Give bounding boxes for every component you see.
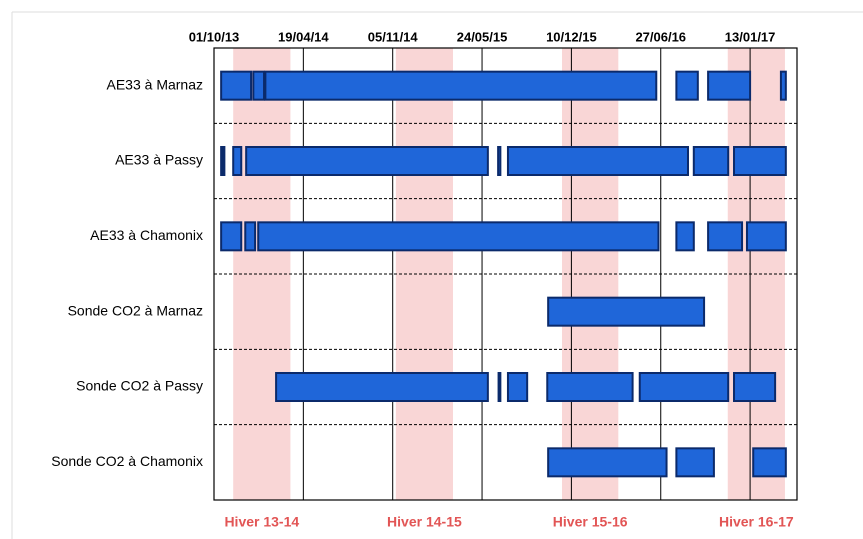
- bar-segment: [275, 372, 489, 402]
- x-tick-label: 13/01/17: [725, 29, 776, 44]
- bar-segment: [506, 372, 529, 402]
- x-tick-label: 10/12/15: [546, 29, 597, 44]
- row-label: Sonde CO2 à Chamonix: [51, 453, 203, 469]
- bar-segment: [497, 146, 502, 176]
- band-label: Hiver 13-14: [224, 514, 299, 530]
- bar-segment: [546, 372, 634, 402]
- bar-segment: [733, 146, 787, 176]
- bar-segment: [752, 447, 787, 478]
- bar-segment: [547, 447, 668, 478]
- row-label: AE33 à Marnaz: [107, 76, 204, 92]
- row-label: AE33 à Passy: [115, 152, 203, 168]
- bar-segment: [220, 221, 243, 252]
- row-label: Sonde CO2 à Marnaz: [68, 302, 203, 318]
- bar-segment: [220, 146, 224, 176]
- bar-segment: [638, 372, 730, 402]
- x-tick-label: 27/06/16: [635, 29, 686, 44]
- band-label: Hiver 16-17: [719, 514, 794, 530]
- x-tick-label: 01/10/13: [189, 29, 240, 44]
- x-tick-label: 24/05/15: [457, 29, 508, 44]
- plot-frame: [213, 47, 798, 501]
- bar-segment: [547, 296, 706, 327]
- bar-segment: [244, 221, 257, 252]
- bar-segment: [745, 221, 787, 252]
- bar-segment: [779, 70, 787, 101]
- bar-segment: [506, 146, 689, 176]
- bar-segment: [264, 70, 658, 101]
- bar-segment: [675, 447, 715, 478]
- bar-segment: [675, 70, 699, 101]
- bar-segment: [222, 146, 226, 176]
- row-label: Sonde CO2 à Passy: [76, 378, 203, 394]
- bar-segment: [692, 146, 730, 176]
- bar-segment: [220, 70, 253, 101]
- bar-segment: [733, 372, 777, 402]
- bar-segment: [497, 372, 502, 402]
- bar-segment: [707, 221, 744, 252]
- bar-segment: [252, 70, 266, 101]
- bar-segment: [232, 146, 243, 176]
- bar-segment: [707, 70, 752, 101]
- x-tick-label: 19/04/14: [278, 29, 329, 44]
- bar-segment: [675, 221, 695, 252]
- row-label: AE33 à Chamonix: [90, 227, 203, 243]
- band-label: Hiver 14-15: [387, 514, 462, 530]
- band-label: Hiver 15-16: [553, 514, 628, 530]
- bar-segment: [257, 221, 660, 252]
- x-tick-label: 05/11/14: [368, 29, 419, 44]
- bar-segment: [245, 146, 489, 176]
